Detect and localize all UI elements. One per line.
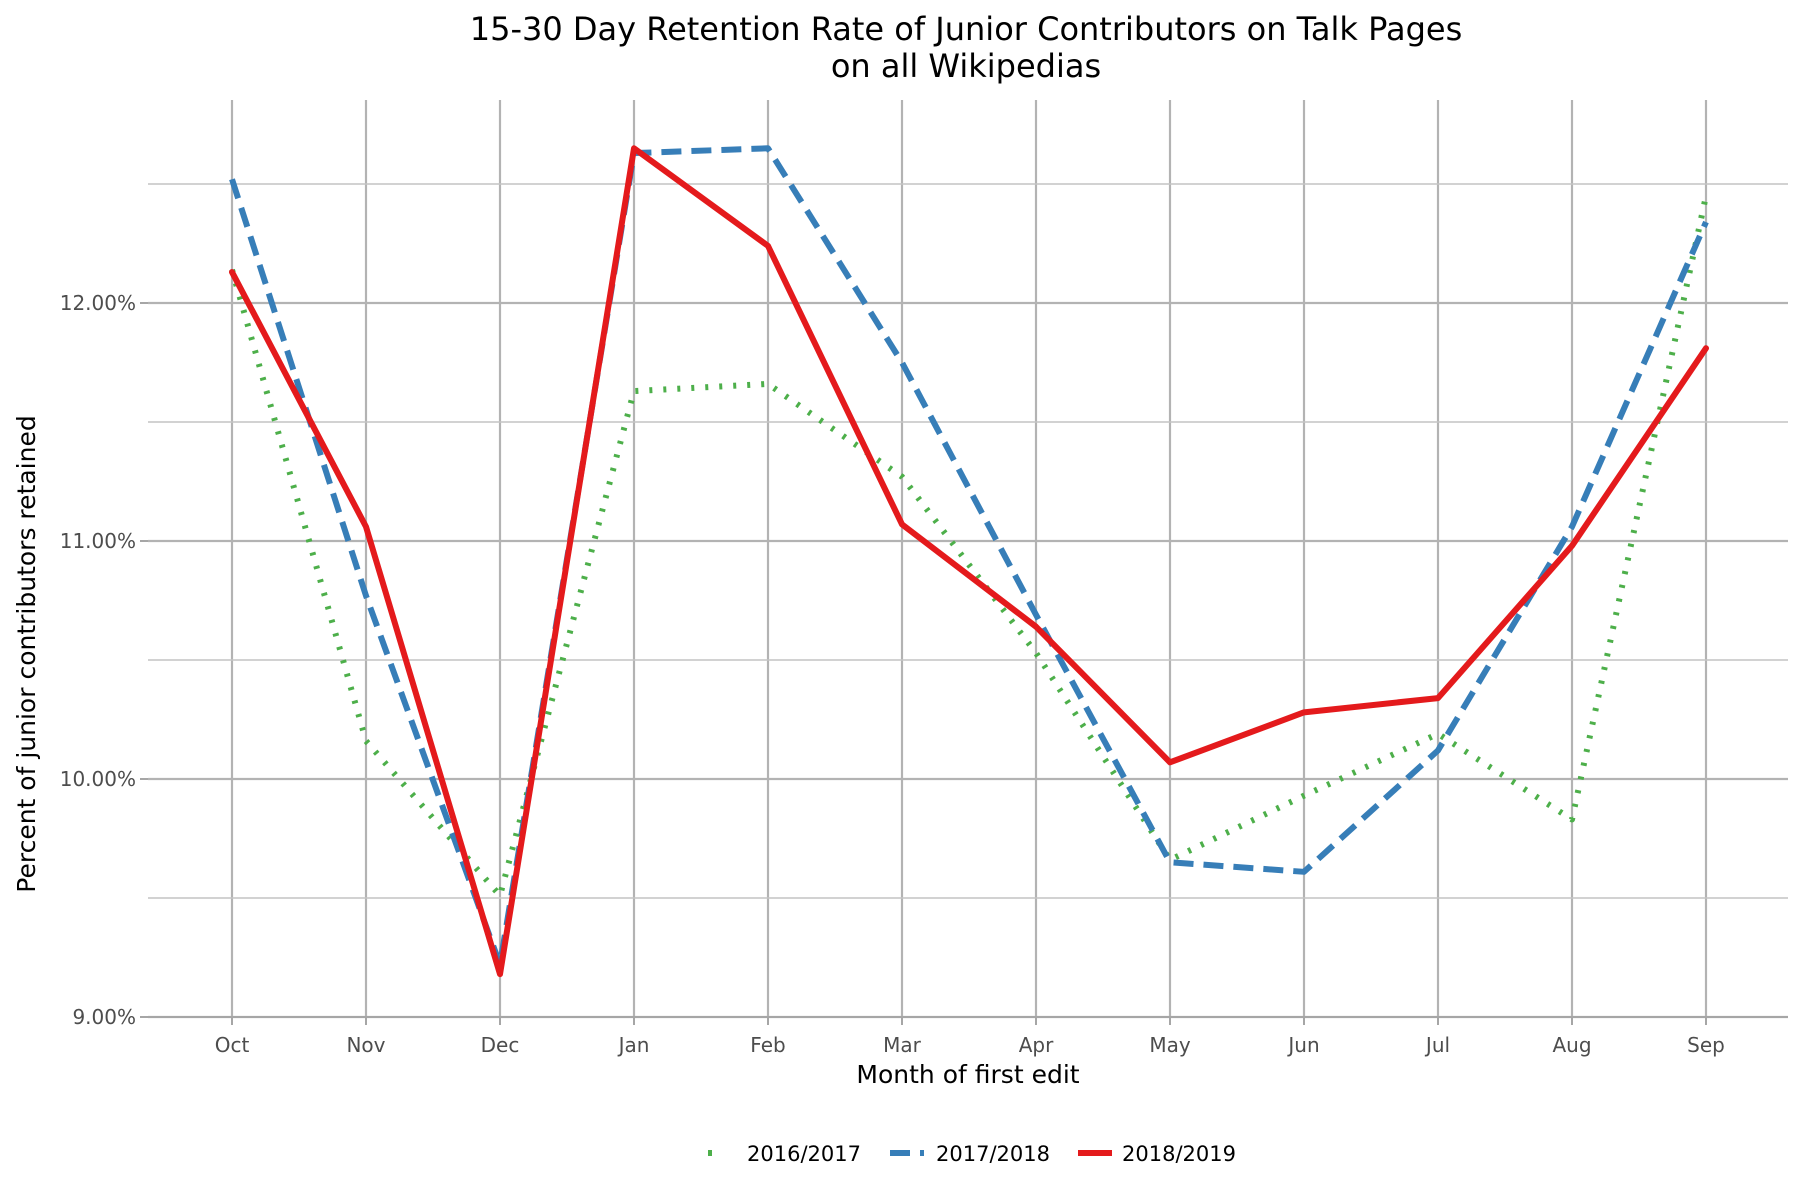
x-tick-label: Sep <box>1687 1033 1725 1057</box>
series-line-0 <box>229 195 1709 899</box>
x-tick-label: Aug <box>1552 1033 1591 1057</box>
x-tick-label: Apr <box>1019 1033 1054 1057</box>
y-tick-label: 12.00% <box>60 291 136 315</box>
x-tick-label: Mar <box>883 1033 922 1057</box>
y-tick-label: 9.00% <box>72 1005 136 1029</box>
x-tick-label: Dec <box>481 1033 520 1057</box>
x-tick-label: Jul <box>1424 1033 1450 1057</box>
legend: 2016/2017 2017/2018 2018/2019 <box>708 1142 1236 1166</box>
x-tick-label: Jun <box>1286 1033 1319 1057</box>
x-tick-label: Nov <box>346 1033 385 1057</box>
x-tick-label: May <box>1149 1033 1191 1057</box>
x-tick-labels: Oct Nov Dec Jan Feb Mar Apr May Jun Jul Aug Sep <box>215 1033 1725 1057</box>
legend-label-0: 2016/2017 <box>747 1142 861 1166</box>
legend-label-1: 2017/2018 <box>936 1142 1050 1166</box>
x-tick-label: Jan <box>617 1033 650 1057</box>
series-lines <box>229 145 1709 978</box>
y-axis-title: Percent of junior contributors retained <box>12 415 41 892</box>
y-tick-labels: 9.00% 10.00% 11.00% 12.00% <box>60 291 136 1029</box>
y-tick-label: 10.00% <box>60 767 136 791</box>
axes <box>140 302 1788 1025</box>
series-line-2 <box>229 145 1709 978</box>
chart-title: 15-30 Day Retention Rate of Junior Contr… <box>470 10 1462 48</box>
grid <box>148 100 1788 1019</box>
y-tick-label: 11.00% <box>60 529 136 553</box>
legend-label-2: 2018/2019 <box>1122 1142 1236 1166</box>
x-axis-title: Month of first edit <box>856 1060 1079 1089</box>
chart-subtitle: on all Wikipedias <box>831 47 1101 85</box>
x-tick-label: Feb <box>750 1033 785 1057</box>
x-tick-label: Oct <box>215 1033 250 1057</box>
